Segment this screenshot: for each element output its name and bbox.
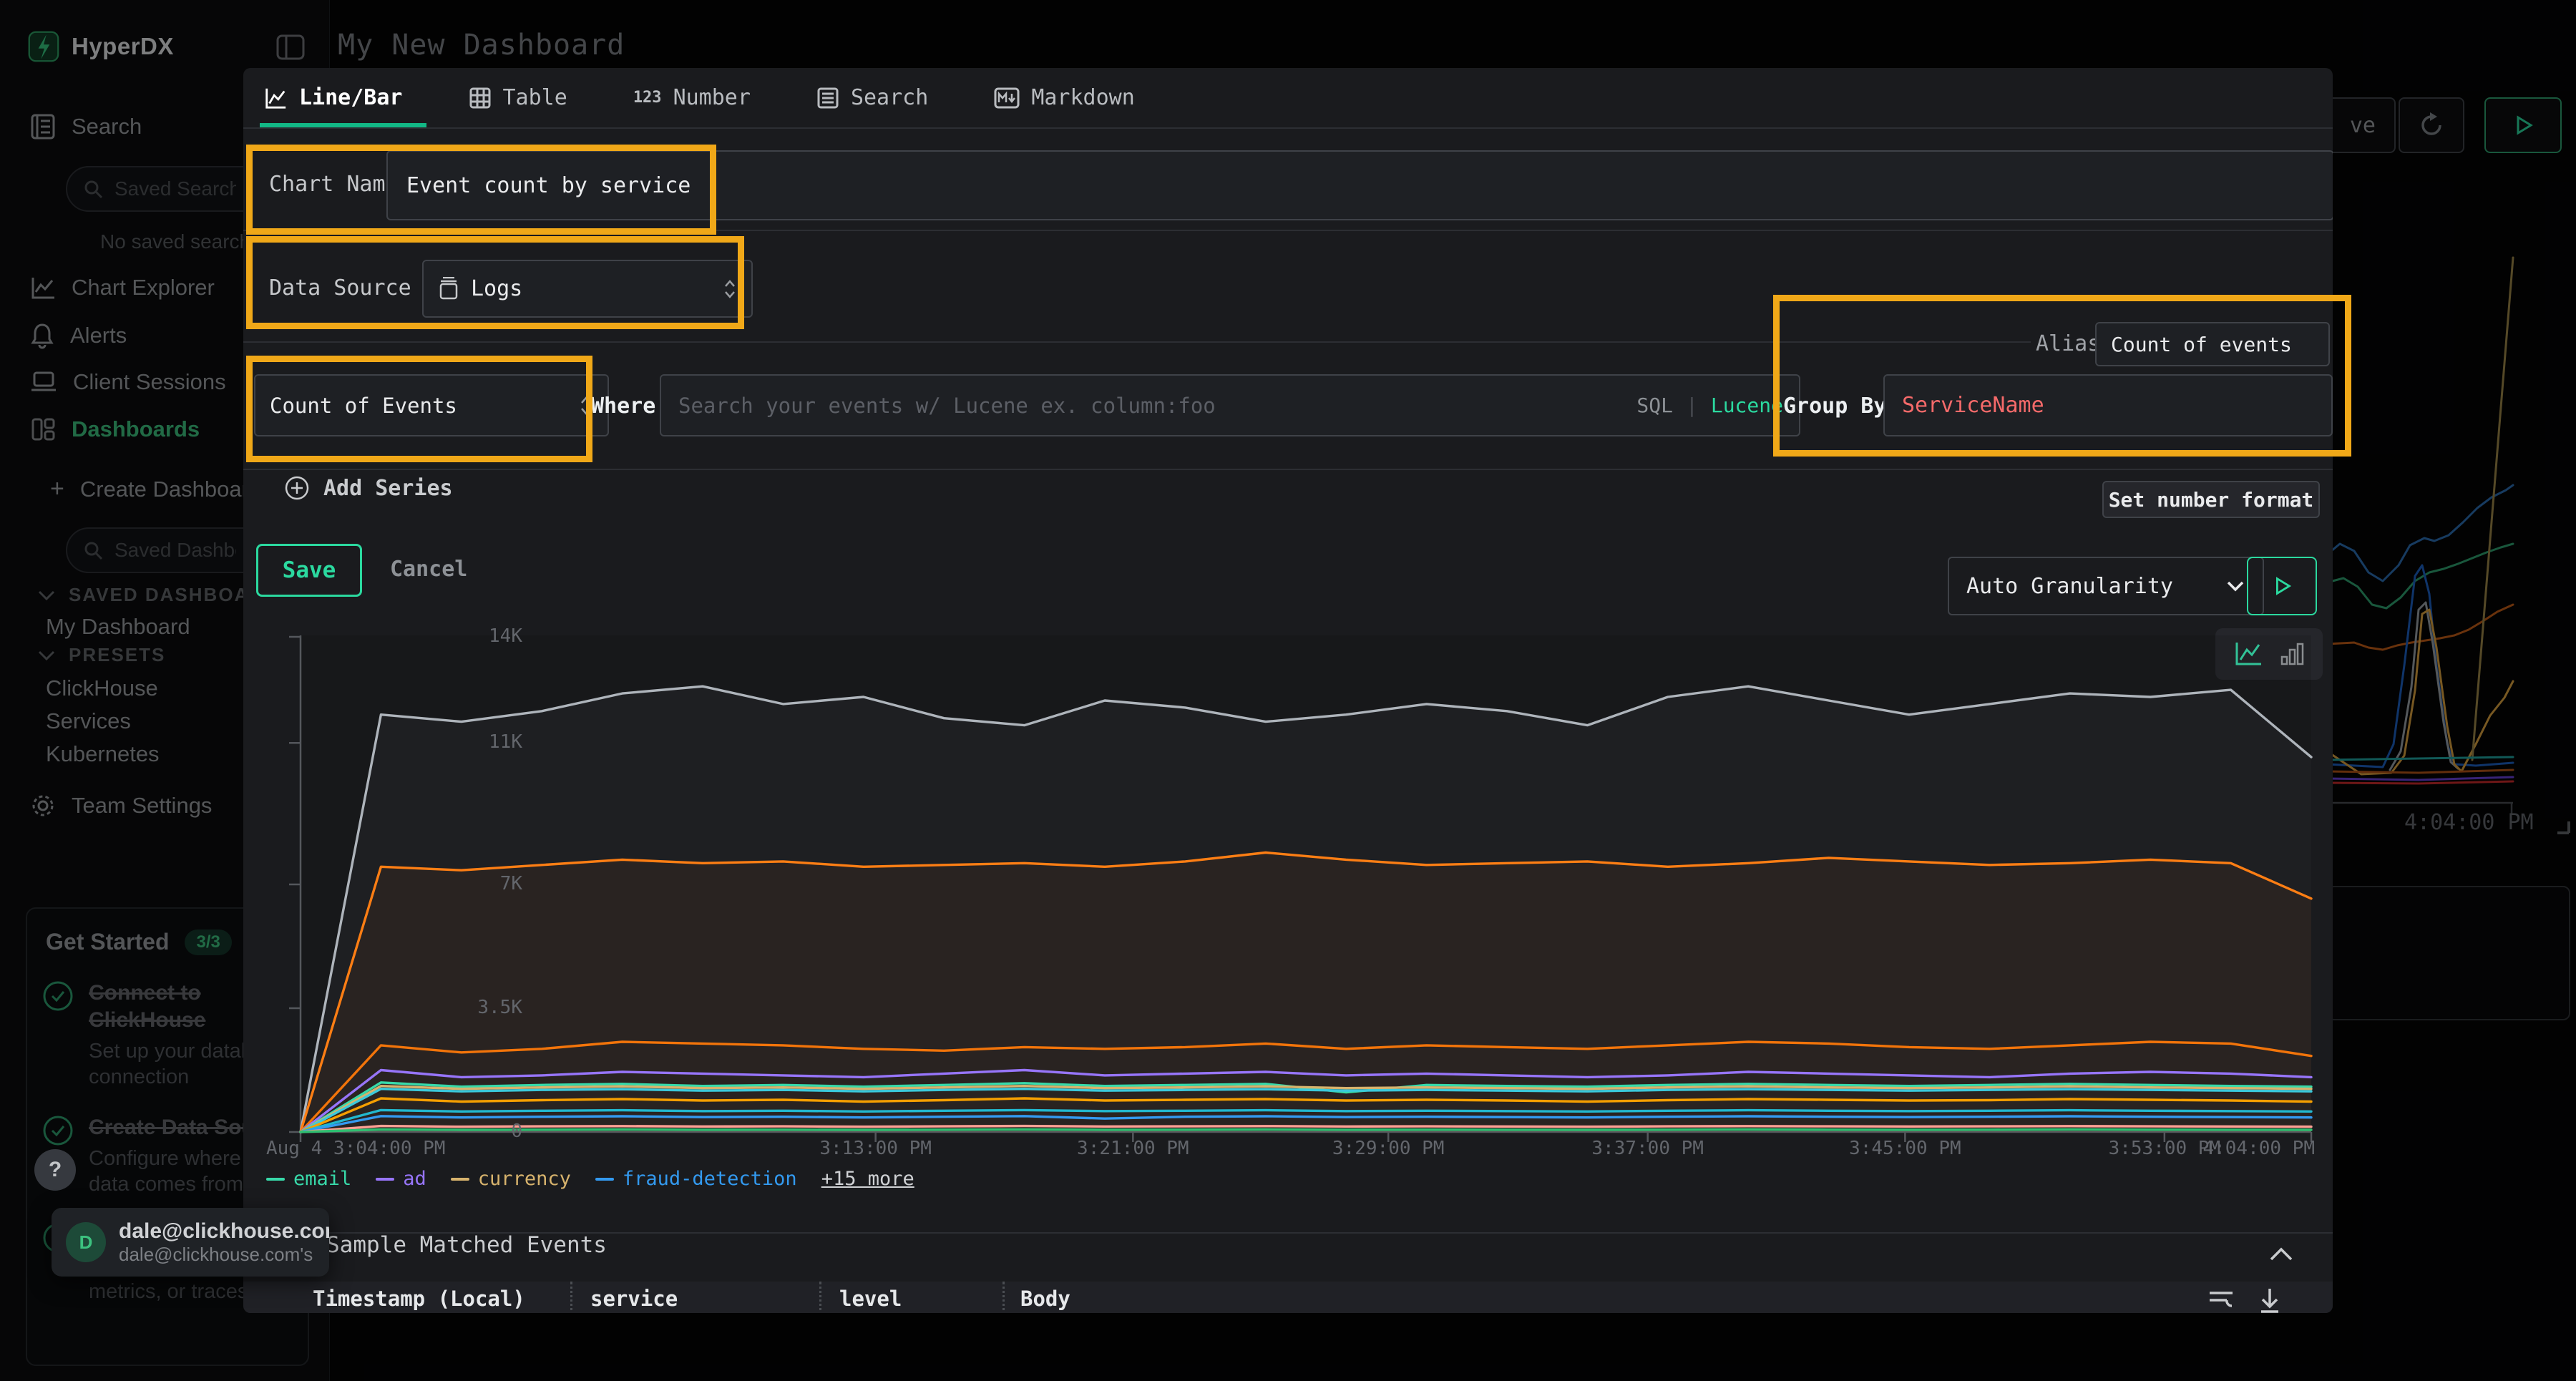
plus-circle-icon: [283, 474, 311, 502]
save-button[interactable]: Save: [256, 544, 362, 597]
user-team: dale@clickhouse.com's: [119, 1244, 329, 1266]
tab-search[interactable]: Search: [816, 85, 928, 110]
download-icon[interactable]: [2255, 1284, 2284, 1313]
tab-table[interactable]: Table: [469, 85, 567, 110]
highlight-box-aggregation: [246, 356, 592, 462]
number-123-icon: 123: [633, 89, 662, 107]
x-tick-label: 3:45:00 PM: [1790, 1138, 2019, 1159]
set-number-format-button[interactable]: Set number format: [2102, 481, 2320, 518]
table-icon: [469, 87, 492, 109]
avatar: D: [66, 1222, 106, 1262]
legend-more-link[interactable]: +15 more: [821, 1168, 914, 1190]
events-table-header: Timestamp (Local)servicelevelBody: [243, 1282, 2333, 1313]
y-tick-label: 7K: [458, 873, 522, 894]
x-tick-label: Aug 4 3:04:00 PM: [266, 1138, 495, 1159]
granularity-select[interactable]: Auto Granularity: [1948, 557, 2264, 615]
search-list-icon: [816, 87, 839, 109]
column-header[interactable]: level: [819, 1282, 1002, 1313]
legend-swatch: [376, 1178, 394, 1181]
chart-type-tabs: Line/Bar Table 123 Number: [243, 68, 2333, 129]
legend-swatch: [266, 1178, 285, 1181]
preview-line-chart: [243, 630, 2333, 1159]
x-tick-label: 3:29:00 PM: [1274, 1138, 1503, 1159]
collapse-section-icon[interactable]: [2267, 1245, 2296, 1264]
highlight-box-data-source: [246, 236, 744, 329]
markdown-icon: [994, 87, 1020, 109]
cancel-button[interactable]: Cancel: [390, 557, 467, 582]
y-tick-label: 3.5K: [458, 997, 522, 1018]
lucene-mode-toggle[interactable]: Lucene: [1711, 394, 1783, 417]
x-tick-label: 3:13:00 PM: [761, 1138, 990, 1159]
tab-number[interactable]: 123 Number: [633, 85, 751, 110]
filter-icon[interactable]: [2205, 1286, 2237, 1313]
x-tick-label: 3:21:00 PM: [1018, 1138, 1247, 1159]
sample-matched-events-header[interactable]: Sample Matched Events: [243, 1232, 2333, 1258]
column-header[interactable]: Timestamp (Local): [279, 1282, 570, 1313]
user-menu[interactable]: D dale@clickhouse.com dale@clickhouse.co…: [52, 1208, 329, 1277]
legend-swatch: [451, 1178, 469, 1181]
where-field[interactable]: [677, 393, 1624, 419]
highlight-box-chart-name: [246, 145, 716, 235]
legend-item[interactable]: currency: [451, 1168, 571, 1190]
column-header[interactable]: Body: [1002, 1282, 1664, 1313]
x-tick-label: 3:37:00 PM: [1533, 1138, 1762, 1159]
x-tick-label: 4:04:00 PM: [2086, 1138, 2315, 1159]
play-icon: [2270, 575, 2293, 597]
line-chart-icon: [263, 86, 288, 110]
column-header[interactable]: service: [570, 1282, 819, 1313]
add-series-button[interactable]: Add Series: [283, 474, 453, 502]
legend-swatch: [595, 1178, 614, 1181]
chevron-down-icon: [2225, 580, 2245, 592]
y-tick-label: 11K: [458, 731, 522, 753]
chart-legend: email ad currency fraud-detection +15 more: [266, 1168, 914, 1190]
where-label: Where: [591, 394, 655, 419]
legend-item[interactable]: email: [266, 1168, 351, 1190]
y-tick-label: 14K: [458, 625, 522, 647]
legend-item[interactable]: fraud-detection: [595, 1168, 797, 1190]
active-tab-underline: [260, 123, 426, 127]
tab-line-bar[interactable]: Line/Bar: [263, 85, 403, 110]
tab-markdown[interactable]: Markdown: [994, 85, 1135, 110]
help-button[interactable]: ?: [34, 1149, 76, 1191]
user-email: dale@clickhouse.com: [119, 1219, 329, 1244]
sql-mode-toggle[interactable]: SQL: [1636, 394, 1673, 417]
highlight-box-group-by: [1773, 295, 2351, 457]
legend-item[interactable]: ad: [376, 1168, 426, 1190]
where-input[interactable]: SQL | Lucene: [660, 374, 1800, 436]
run-chart-button[interactable]: [2247, 557, 2317, 615]
